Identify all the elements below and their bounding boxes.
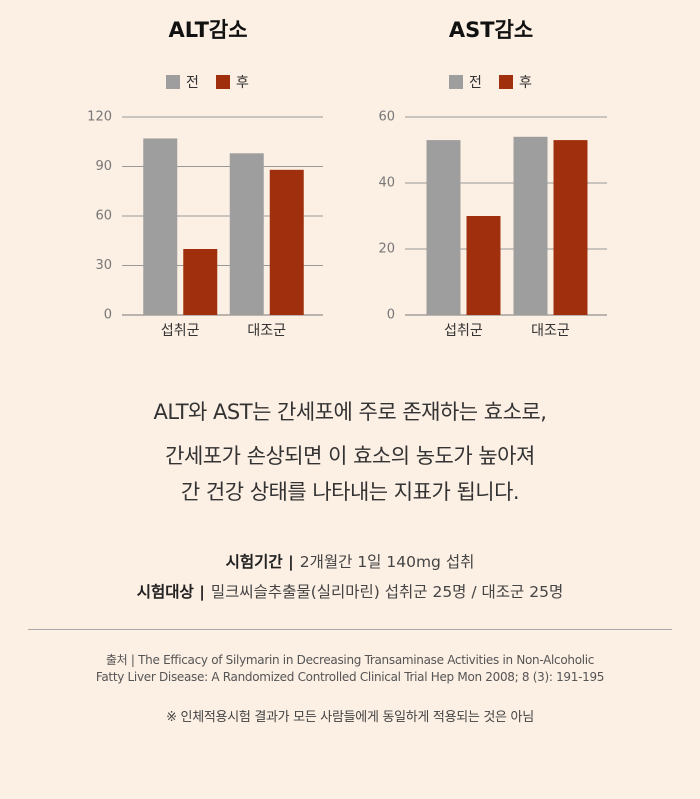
info-row: 시험대상 | 밀크씨슬추출물(실리마린) 섭취군 25명 / 대조군 25명: [0, 580, 700, 602]
bar: [426, 140, 461, 315]
y-tick-label: 90: [95, 159, 112, 174]
legend-swatch: [166, 75, 180, 89]
x-tick-label: 섭취군: [161, 323, 200, 339]
y-tick-label: 60: [378, 110, 395, 125]
note: ※ 인체적용시험 결과가 모든 사람들에게 동일하게 적용되는 것은 아님: [166, 710, 534, 725]
legend-swatch: [449, 75, 463, 89]
chart-title: ALT감소: [168, 18, 247, 42]
x-tick-label: 섭취군: [444, 323, 483, 339]
info-text: 2개월간 1일 140mg 섭취: [299, 553, 475, 571]
y-tick-label: 120: [87, 110, 112, 125]
source: 출처 | The Efficacy of Silymarin in Decrea…: [105, 653, 595, 667]
bar: [143, 138, 178, 315]
bar: [183, 249, 218, 315]
y-tick-label: 30: [95, 258, 112, 273]
description: 간 건강 상태를 나타내는 지표가 됩니다.: [180, 480, 520, 504]
info-label: 시험대상 |: [136, 583, 205, 601]
legend-label: 전: [469, 75, 482, 91]
bar: [466, 216, 501, 315]
x-tick-label: 대조군: [531, 323, 570, 339]
source: Fatty Liver Disease: A Randomized Contro…: [95, 670, 605, 684]
legend-label: 후: [236, 75, 249, 91]
legend-swatch: [216, 75, 230, 89]
legend-label: 전: [186, 75, 199, 91]
info-row: 시험기간 | 2개월간 1일 140mg 섭취: [0, 550, 700, 572]
y-tick-label: 60: [95, 209, 112, 224]
bar: [513, 136, 548, 315]
info-text: 밀크씨슬추출물(실리마린) 섭취군 25명 / 대조군 25명: [210, 583, 564, 601]
info-label: 시험기간 |: [225, 553, 294, 571]
y-tick-label: 40: [378, 176, 395, 191]
bar: [229, 153, 264, 315]
x-tick-label: 대조군: [247, 323, 286, 339]
bar: [553, 140, 588, 315]
y-tick-label: 20: [378, 242, 395, 257]
description: ALT와 AST는 간세포에 주로 존재하는 효소로,: [153, 400, 547, 424]
legend-swatch: [499, 75, 513, 89]
y-tick-label: 0: [104, 308, 112, 323]
bar: [269, 169, 304, 315]
y-tick-label: 0: [387, 308, 395, 323]
legend-label: 후: [519, 75, 532, 91]
chart-title: AST감소: [449, 18, 533, 42]
description: 간세포가 손상되면 이 효소의 농도가 높아져: [165, 444, 535, 468]
divider: [28, 629, 672, 630]
